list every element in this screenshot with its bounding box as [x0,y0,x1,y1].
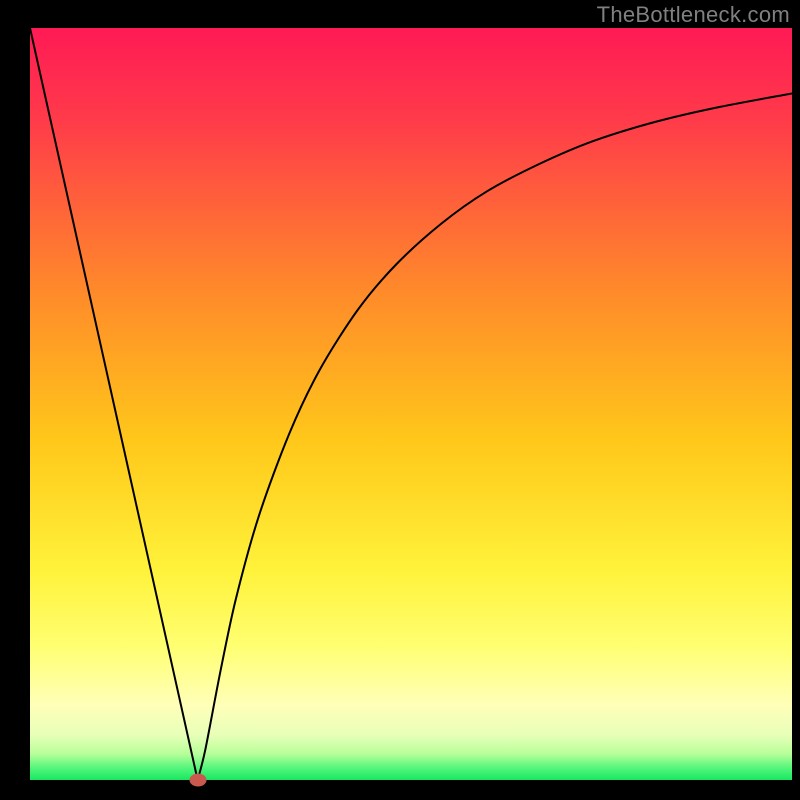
plot-area [30,28,792,780]
bottleneck-marker [189,774,206,787]
watermark-text: TheBottleneck.com [597,2,790,28]
chart-frame: TheBottleneck.com [0,0,800,800]
gradient-background [30,28,792,780]
